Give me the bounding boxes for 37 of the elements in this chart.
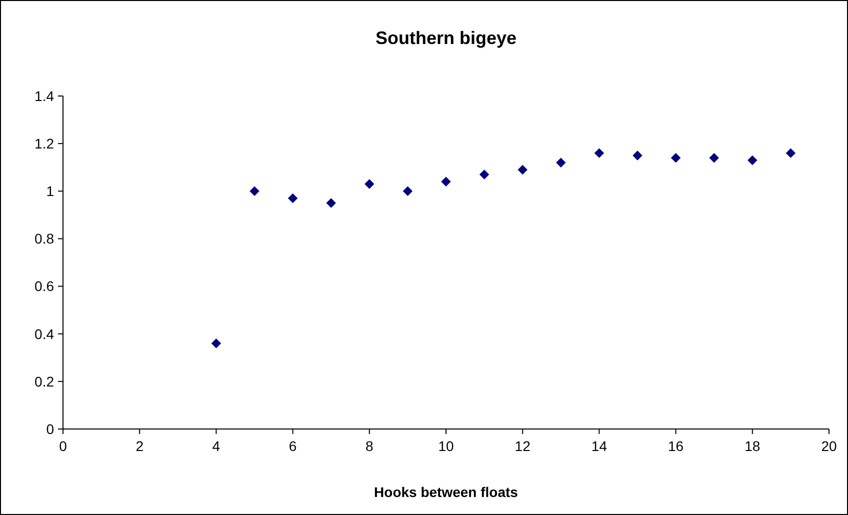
point xyxy=(211,338,222,348)
y-tick-label: 0.4 xyxy=(34,326,54,342)
x-tick-label: 18 xyxy=(744,438,760,454)
x-tick-label: 14 xyxy=(591,438,608,454)
point xyxy=(632,150,642,160)
x-axis-title: Hooks between floats xyxy=(374,484,518,500)
y-tick-label: 0.2 xyxy=(34,373,54,390)
point xyxy=(709,152,719,163)
y-tick-label: 0 xyxy=(46,420,54,437)
x-tick-label: 20 xyxy=(821,438,837,454)
y-tick-label: 1.4 xyxy=(34,88,54,104)
x-tick-label: 0 xyxy=(59,438,68,454)
point xyxy=(364,179,374,189)
point xyxy=(518,164,528,175)
x-tick-label: 6 xyxy=(288,438,297,454)
point xyxy=(556,158,566,168)
x-tick-label: 10 xyxy=(438,438,454,454)
x-tick-label: 16 xyxy=(668,438,684,454)
point xyxy=(670,152,681,163)
chart-title: Southern bigeye xyxy=(375,28,517,48)
point xyxy=(479,170,490,180)
point xyxy=(250,186,260,196)
x-tick-label: 8 xyxy=(366,438,374,454)
x-tick-label: 12 xyxy=(514,438,531,454)
y-tick-label: 0.8 xyxy=(34,230,54,247)
point xyxy=(786,148,796,158)
point xyxy=(326,198,336,208)
x-tick-label: 4 xyxy=(212,438,220,454)
point xyxy=(594,148,604,158)
x-tick-label: 2 xyxy=(136,438,144,454)
y-tick-label: 0.6 xyxy=(34,278,54,294)
point xyxy=(288,193,298,204)
y-tick-label: 1 xyxy=(46,183,54,200)
point xyxy=(748,155,758,166)
point xyxy=(441,176,451,186)
y-tick-label: 1.2 xyxy=(34,135,54,152)
point xyxy=(402,186,413,196)
